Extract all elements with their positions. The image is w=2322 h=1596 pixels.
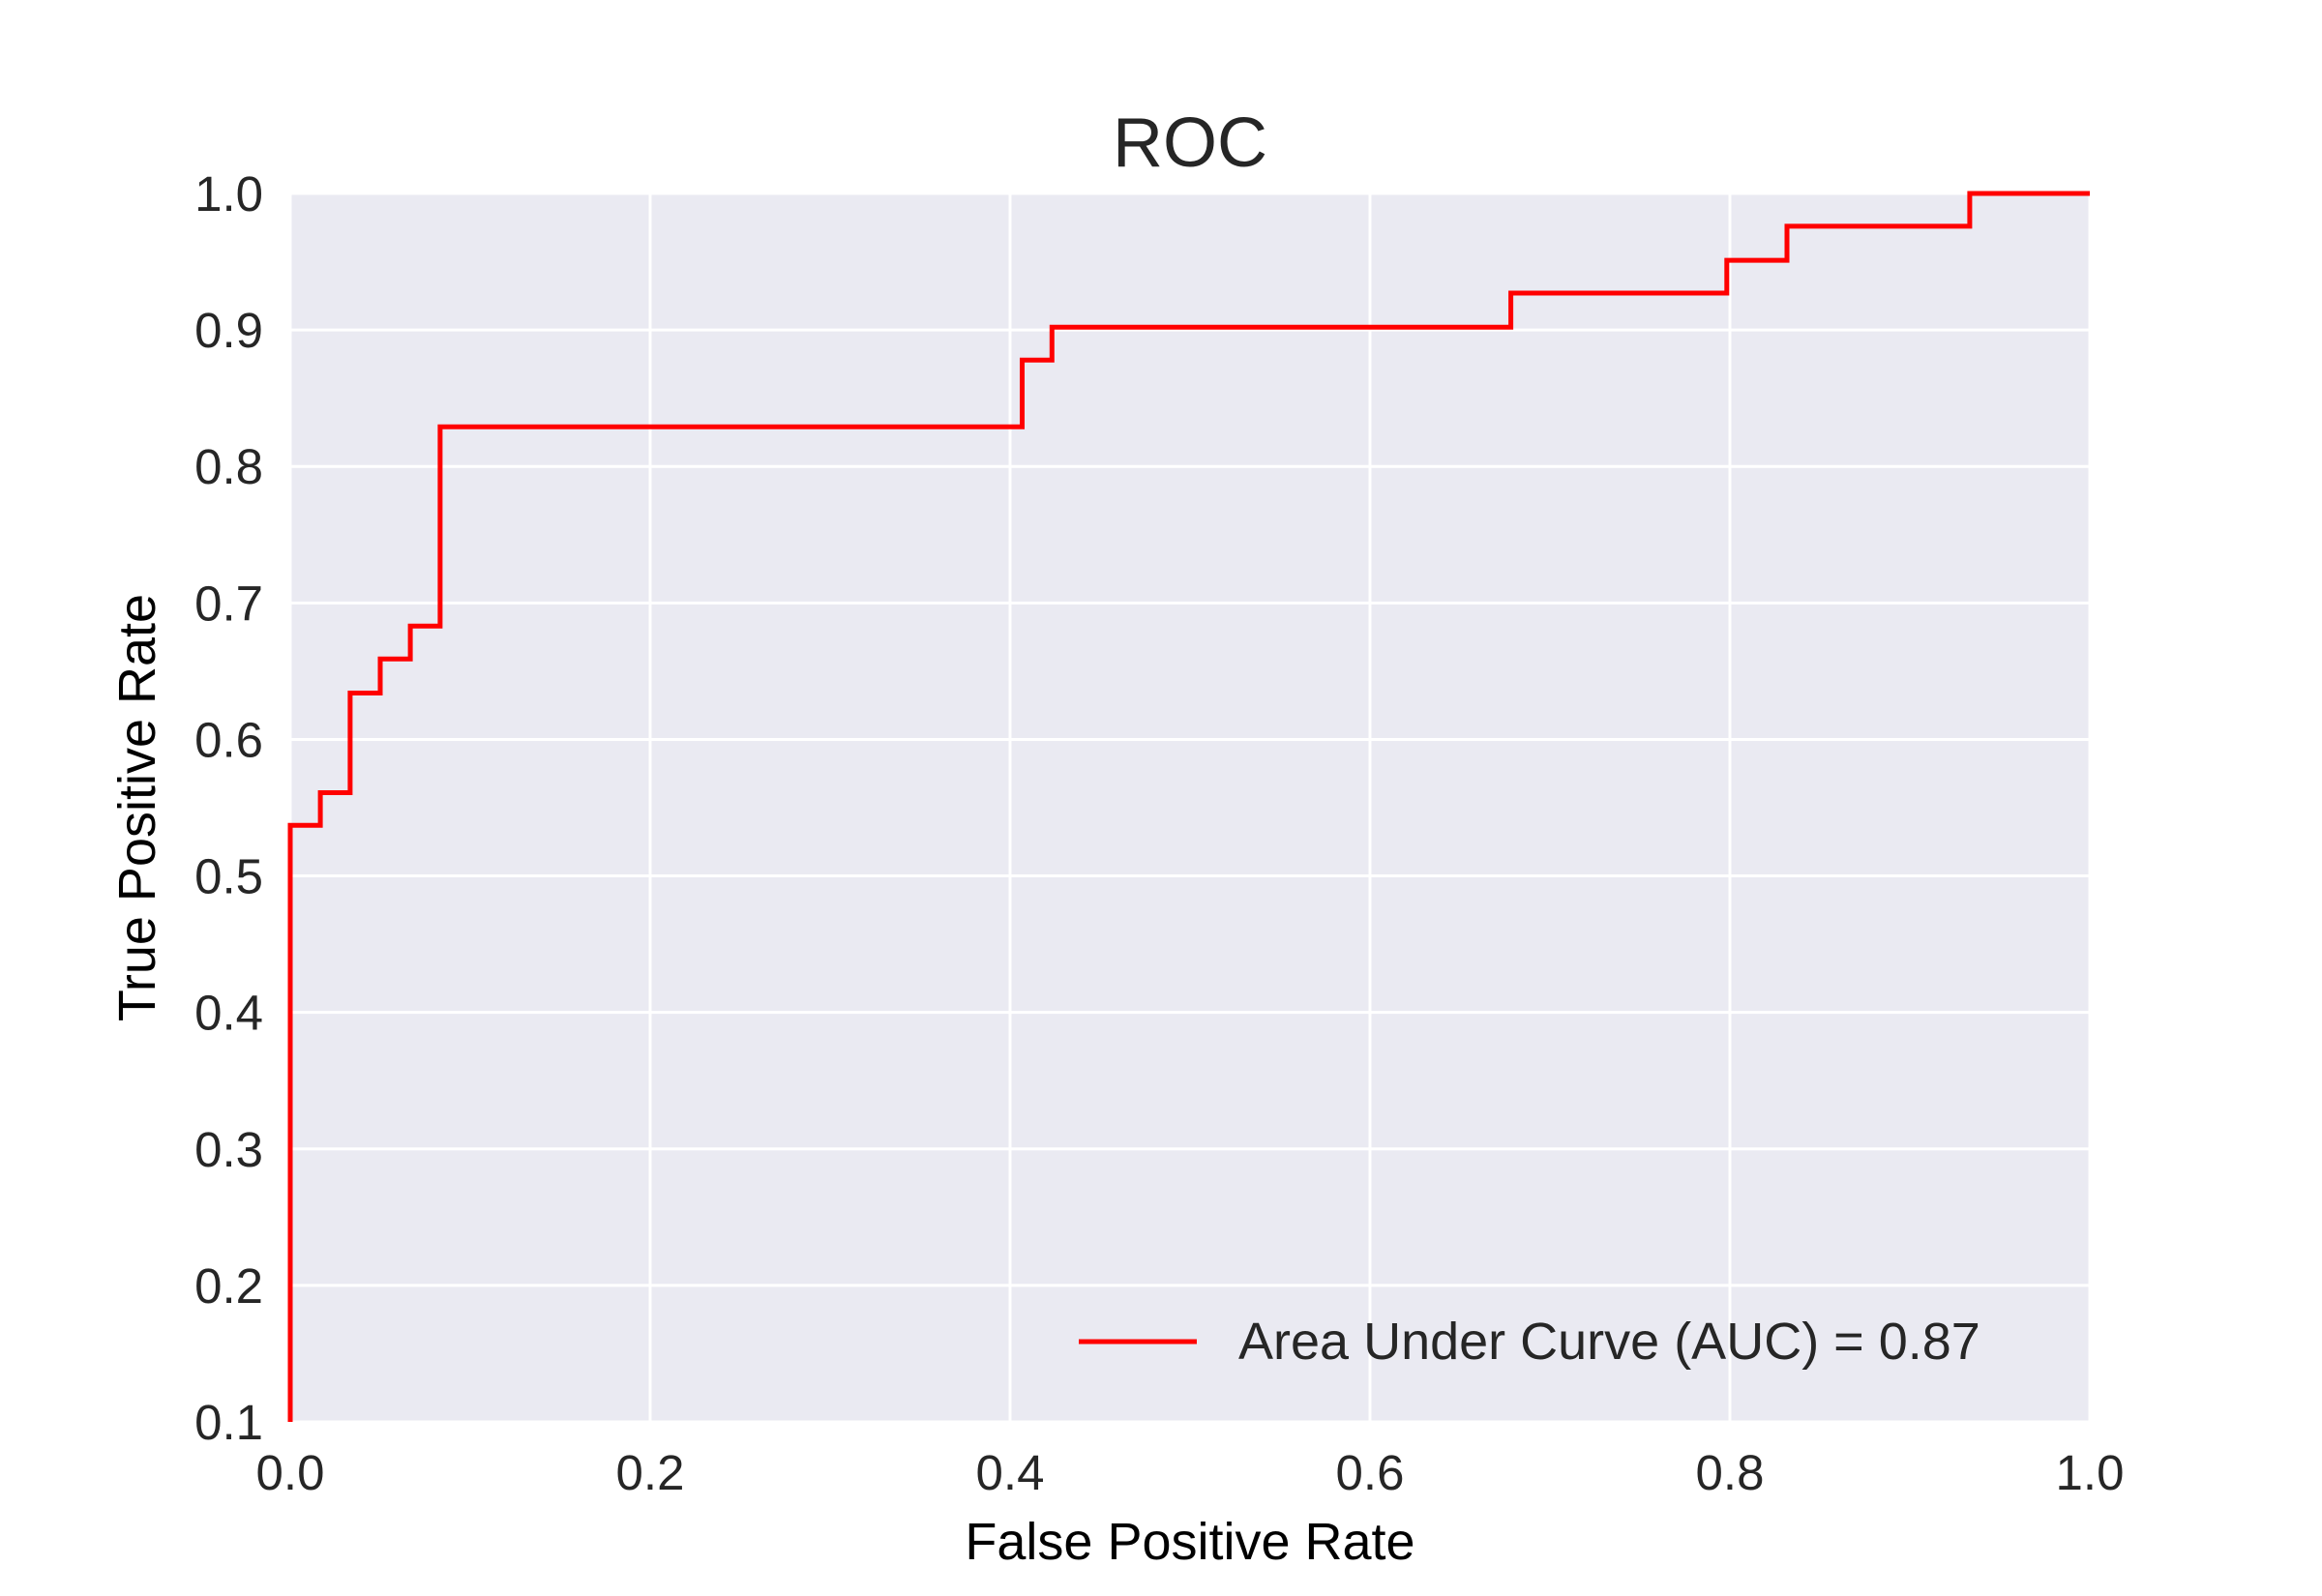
y-tick-label: 0.3 (194, 1122, 263, 1177)
x-tick-label: 0.4 (976, 1445, 1045, 1500)
x-tick-label: 0.2 (616, 1445, 685, 1500)
y-tick-label: 0.7 (194, 576, 263, 631)
x-axis-label: False Positive Rate (965, 1513, 1414, 1571)
y-tick-label: 1.0 (194, 166, 263, 222)
tick-labels: 0.0 0.2 0.4 0.6 0.8 1.0 0.1 0.2 0.3 0.4 0.5 0.6 0.7 0… (194, 166, 2124, 1500)
plot-area (290, 193, 2090, 1422)
y-tick-label: 0.6 (194, 712, 263, 767)
x-tick-label: 0.0 (256, 1445, 325, 1500)
series-layer (287, 191, 2090, 1422)
y-tick-label: 0.2 (194, 1258, 263, 1314)
y-axis-label: True Positive Rate (108, 594, 166, 1021)
y-tick-label: 0.4 (194, 986, 263, 1041)
y-tick-label: 0.5 (194, 849, 263, 904)
legend-label: Area Under Curve (AUC) = 0.87 (1238, 1313, 1980, 1371)
y-tick-label: 0.1 (194, 1395, 263, 1450)
y-tick-label: 0.8 (194, 439, 263, 494)
x-tick-label: 0.8 (1696, 1445, 1765, 1500)
roc-curve-line (287, 191, 2090, 1422)
x-tick-label: 0.6 (1336, 1445, 1405, 1500)
x-tick-label: 1.0 (2056, 1445, 2125, 1500)
y-tick-label: 0.9 (194, 303, 263, 358)
chart-title: ROC (1113, 104, 1267, 182)
grid-lines (288, 192, 2092, 1424)
legend: Area Under Curve (AUC) = 0.87 (1079, 1313, 1980, 1371)
